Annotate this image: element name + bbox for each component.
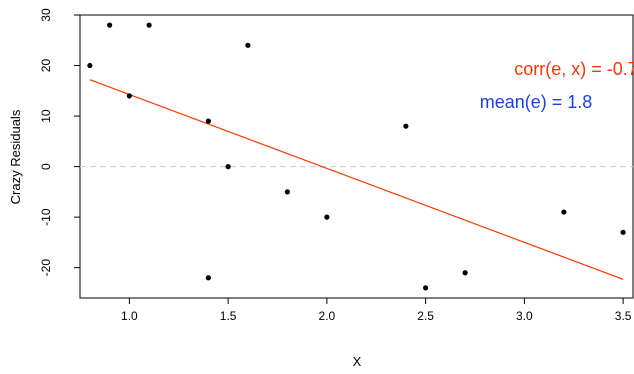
data-point: [146, 22, 152, 28]
data-point: [205, 275, 211, 281]
data-point: [225, 164, 231, 170]
data-point: [87, 62, 93, 69]
x-axis-label: X: [353, 354, 362, 369]
data-point: [423, 285, 429, 291]
x-tick-label: 2.0: [319, 309, 336, 323]
data-point: [126, 93, 132, 99]
y-tick-label: -10: [39, 208, 53, 226]
y-axis-label: Crazy Residuals: [8, 109, 23, 204]
data-points: [87, 22, 626, 291]
data-point: [462, 270, 468, 276]
x-tick-label: 1.0: [121, 309, 138, 323]
y-tick-label: 20: [39, 59, 53, 73]
data-point: [324, 214, 330, 220]
x-tick-label: 2.5: [417, 309, 434, 323]
y-tick-label: 30: [39, 8, 53, 22]
data-point: [620, 229, 626, 235]
y-tick-label: 10: [39, 109, 53, 123]
x-axis: 1.0 1.5 2.0 2.5 3.0 3.5: [121, 298, 632, 323]
data-point: [284, 189, 290, 195]
data-point: [205, 118, 211, 124]
y-axis: -20 -10 0 10 20 30: [39, 8, 80, 276]
mean-annotation: mean(e) = 1.8: [480, 92, 593, 112]
correlation-annotation: corr(e, x) = -0.7: [514, 59, 634, 79]
x-tick-label: 3.0: [516, 309, 533, 323]
data-point: [403, 123, 409, 129]
plot-frame: [79, 14, 634, 299]
y-tick-label: 0: [39, 163, 53, 170]
data-point: [107, 22, 113, 28]
regression-line: [89, 79, 624, 280]
x-tick-label: 1.5: [220, 309, 237, 323]
data-point: [245, 42, 251, 48]
data-point: [561, 209, 567, 215]
y-tick-label: -20: [39, 259, 53, 277]
x-tick-label: 3.5: [615, 309, 632, 323]
